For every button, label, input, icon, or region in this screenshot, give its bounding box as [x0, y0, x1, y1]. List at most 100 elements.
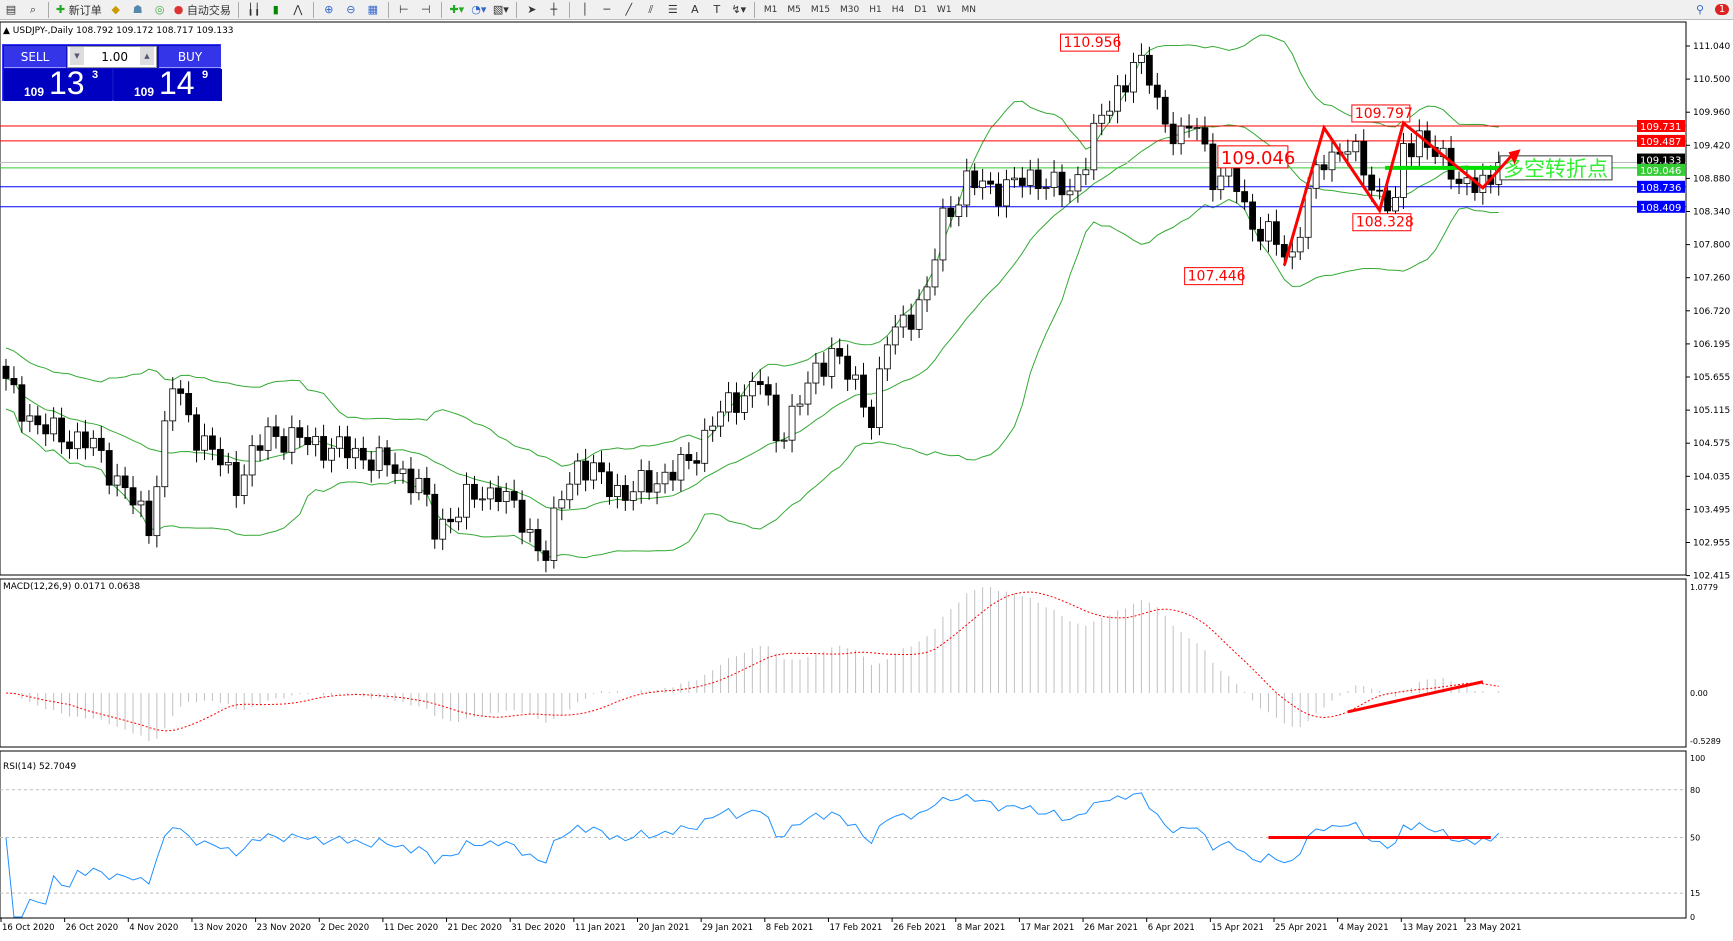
candle-body	[979, 180, 987, 189]
candle-body	[1312, 164, 1320, 189]
ask-pips: 14	[159, 65, 195, 101]
price-axis-label: 109.960	[1693, 108, 1730, 118]
candle-body	[995, 183, 1002, 207]
ask-price[interactable]: 109 14 9	[114, 65, 222, 101]
tile-windows-icon[interactable]: ▦	[367, 3, 379, 16]
candle-body	[717, 411, 724, 427]
search-icon[interactable]: ⚲	[1695, 3, 1705, 16]
candle-body	[836, 348, 844, 357]
price-line-tag	[1637, 200, 1685, 213]
timeframe-m15[interactable]: M15	[810, 4, 831, 15]
timeframe-w1[interactable]: W1	[936, 4, 952, 15]
candle-body	[82, 431, 89, 449]
candle-body	[216, 448, 224, 466]
candle-body	[494, 487, 502, 502]
new-order-button[interactable]: ✚ 新订单	[56, 3, 102, 17]
candle-body	[1042, 187, 1050, 189]
trendline-icon[interactable]: ╱	[625, 3, 633, 16]
zoom-out-icon[interactable]: ⊖	[346, 3, 356, 16]
timeframe-d1[interactable]: D1	[914, 4, 927, 15]
channel-icon[interactable]: ⫽	[648, 2, 654, 16]
candle-body	[1201, 127, 1209, 145]
candle-body	[280, 436, 288, 453]
fibonacci-icon[interactable]: ☰	[667, 3, 678, 16]
price-axis-label: 109.420	[1693, 141, 1730, 151]
candle-body	[272, 426, 280, 437]
candle-body	[629, 491, 637, 501]
date-axis-label: 26 Mar 2021	[1084, 923, 1138, 933]
candle-body	[606, 471, 613, 498]
candle-body	[637, 470, 645, 493]
zoom-in-icon[interactable]: ⊕	[324, 3, 334, 16]
price-line-tag-label: 108.409	[1640, 203, 1681, 214]
sell-button[interactable]: SELL	[4, 46, 66, 68]
buy-button[interactable]: BUY	[159, 46, 221, 68]
new-chart-icon[interactable]: ▤	[5, 3, 17, 16]
price-axis-label: 103.495	[1693, 505, 1730, 515]
terminal-icon[interactable]: ◎	[154, 3, 165, 16]
candlestick-icon[interactable]: ▮	[272, 3, 279, 16]
crosshair-icon[interactable]: ┼	[550, 3, 558, 16]
candle-body	[264, 426, 272, 451]
candle-body	[478, 498, 486, 501]
timeframe-h1[interactable]: H1	[869, 4, 882, 15]
toolbar: ▤ ⌕ ✚ 新订单 ◆ ☗ ◎ ● 自动交易 ╽╽ ▮ ⋀ ⊕ ⊖ ▦ ⊢ ⊣ …	[0, 0, 1733, 20]
candle-body	[18, 384, 26, 422]
timeframe-bar: M1 M5 M15 M30 H1 H4 D1 W1 MN	[759, 5, 981, 15]
notifications-icon[interactable]: 1	[1711, 1, 1733, 19]
macd-axis-label: 0.00	[1690, 689, 1708, 698]
chart-shift-icon[interactable]: ⊣	[421, 3, 431, 16]
candle-body	[1257, 228, 1264, 242]
candle-body	[1400, 143, 1407, 198]
timeframe-h4[interactable]: H4	[891, 4, 905, 15]
navigator-icon[interactable]: ☗	[132, 3, 143, 16]
line-chart-icon[interactable]: ⋀	[293, 3, 303, 16]
arrows-icon[interactable]: ↯▾	[731, 3, 747, 16]
date-axis-label: 20 Jan 2021	[639, 923, 690, 933]
date-axis-label: 4 May 2021	[1339, 923, 1389, 933]
chart-title-text: USDJPY-,Daily 108.792 109.172 108.717 10…	[12, 26, 234, 36]
market-watch-icon[interactable]: ◆	[111, 3, 120, 16]
lot-increase-button[interactable]: ▲	[140, 47, 154, 65]
lot-decrease-button[interactable]: ▼	[70, 47, 84, 65]
candle-body	[97, 437, 105, 451]
bid-price[interactable]: 109 13 3	[4, 65, 112, 101]
candle-body	[1122, 85, 1129, 93]
indicators-icon[interactable]: ✚▾	[449, 3, 465, 16]
timeframe-m30[interactable]: M30	[840, 4, 860, 15]
text-label-icon[interactable]: T	[713, 3, 721, 16]
candle-body	[788, 405, 796, 441]
periods-icon[interactable]: ◔▾	[471, 3, 487, 16]
divider	[237, 1, 239, 18]
timeframe-mn[interactable]: MN	[961, 4, 977, 15]
bar-chart-icon[interactable]: ╽╽	[247, 3, 261, 16]
candle-body	[963, 170, 971, 206]
chart-canvas[interactable]: 多空转折点 110.956 109.797 109.046 108.328 107.446…	[0, 20, 1733, 941]
candle-body	[582, 460, 590, 481]
vertical-line-icon[interactable]: │	[581, 3, 589, 16]
price-axis-label: 106.195	[1693, 340, 1730, 350]
candle-body	[693, 460, 701, 464]
divider	[515, 1, 517, 18]
horizontal-line-icon[interactable]: ─	[603, 3, 611, 16]
candle-body	[240, 474, 248, 496]
turning-point-box	[1499, 155, 1613, 181]
candle-body	[344, 436, 351, 459]
text-icon[interactable]: A	[691, 3, 699, 16]
bid-fraction: 3	[92, 69, 99, 81]
lot-size-input[interactable]: 1.00	[67, 46, 157, 68]
profiles-icon[interactable]: ⌕	[29, 2, 37, 16]
candle-body	[1138, 54, 1145, 63]
candle-body	[883, 344, 891, 370]
timeframe-m1[interactable]: M1	[763, 4, 778, 15]
timeframe-m5[interactable]: M5	[787, 4, 801, 15]
candle-body	[844, 355, 852, 380]
candle-body	[1058, 171, 1066, 196]
templates-icon[interactable]: ▧▾	[492, 3, 509, 16]
cursor-icon[interactable]: ➤	[527, 3, 537, 16]
divider	[440, 1, 442, 18]
auto-trading-button[interactable]: ● 自动交易	[173, 3, 231, 17]
rsi-panel	[0, 750, 1687, 919]
auto-scroll-icon[interactable]: ⊢	[399, 3, 409, 16]
candle-body	[1082, 169, 1090, 176]
